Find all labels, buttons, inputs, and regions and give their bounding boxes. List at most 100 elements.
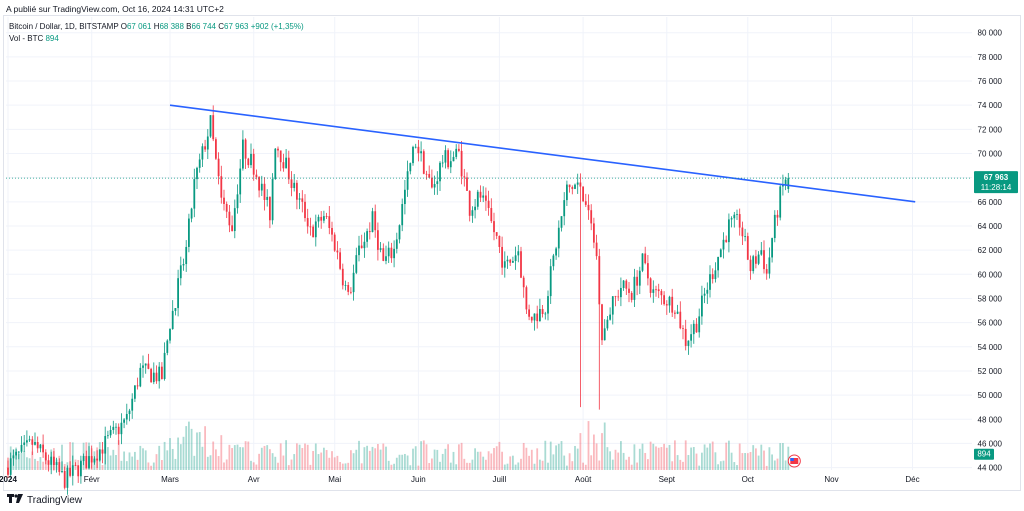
volume-bar [31, 451, 34, 470]
candle-body [663, 295, 665, 305]
y-tick-label: 72 000 [978, 125, 1003, 134]
volume-bar [293, 454, 296, 470]
volume-bar [274, 456, 277, 470]
candle-body [131, 398, 134, 411]
volume-bar [77, 459, 80, 470]
volume-bar [374, 448, 377, 470]
volume-bar [393, 463, 395, 470]
candle-body [593, 223, 595, 243]
candle-body [746, 236, 749, 260]
candle-body [50, 456, 53, 465]
candle-body [147, 363, 150, 369]
volume-bar [360, 463, 363, 470]
volume-bar [744, 453, 746, 470]
volume-bar [61, 444, 63, 470]
volume-bar [420, 441, 422, 470]
candle-body [579, 182, 582, 187]
volume-bar [306, 444, 309, 470]
volume-bar [139, 445, 142, 470]
candle-body [512, 260, 514, 263]
volume-bar [468, 462, 471, 470]
candle-body [88, 456, 90, 469]
candle-body [493, 221, 495, 233]
volume-bar [452, 451, 455, 470]
candle-body [220, 176, 223, 198]
volume-bar [741, 453, 744, 470]
volume-bar [209, 455, 212, 470]
candle-body [93, 458, 96, 463]
candle-body [277, 148, 279, 151]
x-tick-label: Juin [411, 475, 426, 484]
volume-bar [247, 441, 250, 470]
candle-body [201, 146, 204, 160]
candle-body [112, 426, 115, 430]
candle-body [471, 210, 474, 216]
candle-body [695, 323, 698, 333]
candle-body [644, 253, 647, 264]
volume-bar [466, 462, 468, 470]
x-tick-label: 2024 [0, 475, 17, 484]
x-tick-label: Déc [905, 475, 919, 484]
volume-bar [611, 459, 614, 470]
volume-bar [760, 444, 763, 470]
candle-body [436, 181, 439, 185]
candle-body [174, 308, 177, 311]
candle-body [652, 289, 655, 293]
symbol-name: Bitcoin / Dollar, 1D, BITSTAMP [9, 22, 119, 31]
volume-bar [417, 465, 420, 470]
candle-body [296, 182, 298, 200]
volume-bar [152, 462, 155, 470]
volume-bar [787, 446, 790, 470]
volume-bar [263, 445, 266, 470]
volume-bar [244, 441, 247, 470]
candle-body [260, 183, 263, 191]
volume-bar [547, 462, 549, 470]
chart-frame [3, 15, 1021, 491]
volume-bar [201, 446, 204, 470]
volume-bar [341, 463, 344, 470]
volume-bar [603, 422, 606, 470]
candle-body [171, 310, 174, 329]
candle-body [552, 255, 555, 267]
volume-bar [366, 445, 368, 470]
candle-body [152, 372, 155, 383]
volume-bar [279, 443, 282, 470]
symbol-legend[interactable]: Bitcoin / Dollar, 1D, BITSTAMP O67 061 H… [9, 22, 304, 31]
volume-bar [428, 463, 431, 470]
y-tick-label: 60 000 [978, 270, 1003, 279]
candle-body [428, 174, 431, 178]
volume-bar [730, 452, 733, 470]
candle-body [555, 248, 557, 256]
candle-body [647, 263, 649, 279]
candle-body [598, 256, 601, 305]
candle-body [290, 179, 293, 189]
candle-body [687, 340, 690, 346]
volume-bar [188, 421, 190, 470]
volume-bar [36, 460, 39, 470]
volume-bar [576, 448, 579, 470]
volume-bar [722, 460, 725, 470]
candle-body [590, 210, 593, 224]
candle-body [193, 179, 196, 209]
volume-bar [398, 454, 401, 470]
candle-body [293, 182, 296, 189]
volume-bar [757, 455, 760, 470]
volume-bar [363, 447, 366, 470]
tradingview-logo-icon [7, 494, 23, 506]
candle-body [674, 312, 676, 314]
candle-body [250, 153, 252, 166]
candle-body [606, 319, 609, 329]
volume-bar [285, 440, 287, 470]
candle-body [622, 280, 625, 288]
candle-body [225, 203, 228, 212]
volume-bar [169, 438, 171, 470]
open-label: O [120, 22, 127, 31]
candle-body [395, 239, 398, 249]
candle-body [104, 436, 107, 454]
candle-body [352, 272, 355, 293]
candle-body [350, 291, 352, 293]
volume-legend[interactable]: Vol - BTC 894 [9, 34, 59, 43]
volume-bar [371, 446, 374, 470]
candle-body [242, 139, 244, 169]
